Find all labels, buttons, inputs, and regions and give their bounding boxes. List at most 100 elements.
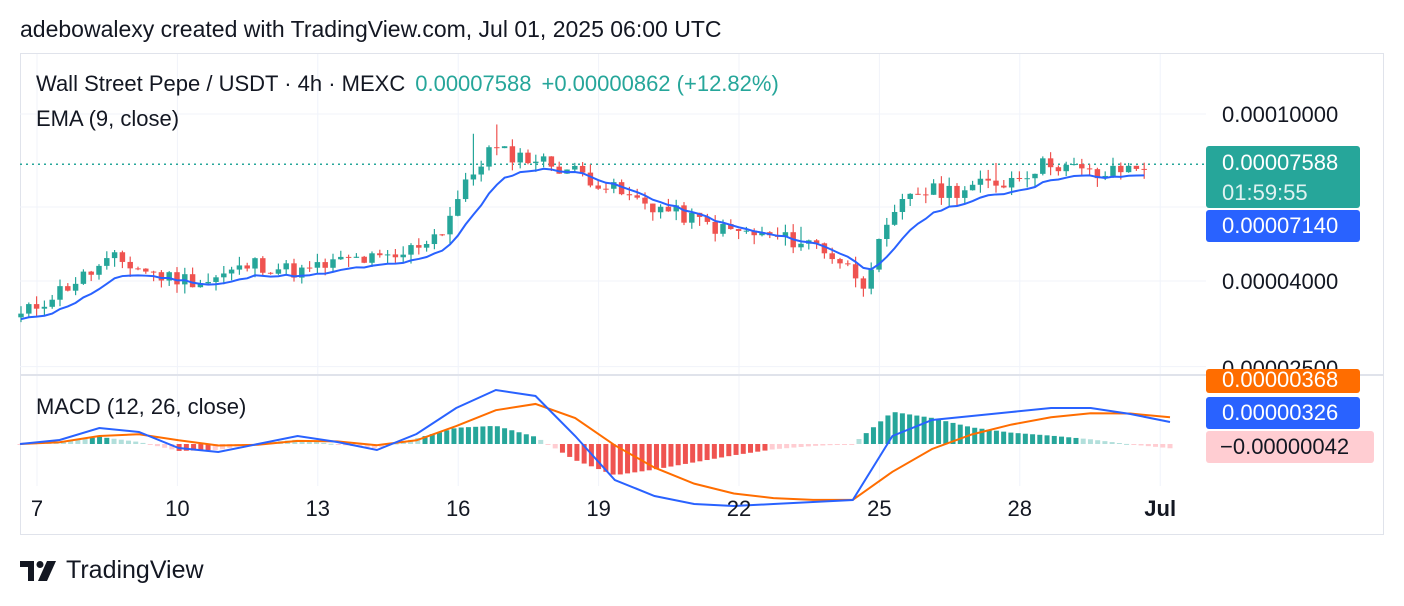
candle-body	[322, 262, 328, 268]
candle-body	[657, 206, 664, 213]
macd-hist-bar	[1008, 432, 1014, 444]
candle-body	[65, 286, 71, 291]
date-tick: Jul	[1144, 496, 1177, 521]
candle-body	[384, 254, 391, 256]
candle-body	[96, 265, 102, 275]
macd-hist-bar	[639, 444, 645, 472]
candle-body	[915, 193, 921, 195]
macd-hist-bar	[1073, 437, 1079, 444]
candle-body	[361, 256, 367, 263]
macd-hist-bar	[1051, 435, 1057, 444]
grid	[20, 54, 1384, 486]
candle-body	[267, 272, 274, 274]
candle-body	[275, 269, 282, 274]
candle-body	[447, 215, 453, 235]
candle-body	[1040, 158, 1046, 174]
candle-body	[400, 254, 406, 258]
macd-hist-bar	[1030, 434, 1036, 444]
date-tick: 7	[30, 496, 44, 521]
macd-hist-bar	[183, 444, 189, 451]
macd-hist-bar	[1109, 442, 1115, 444]
candle-body	[923, 194, 929, 196]
macd-hist-bar	[1124, 443, 1130, 445]
macd-hist-bar	[617, 444, 623, 475]
candle-body	[135, 268, 141, 270]
candle-body	[650, 203, 656, 213]
macd-hist-bar	[531, 436, 537, 444]
macd-hist-bar	[661, 444, 667, 468]
macd-hist-bar	[212, 444, 218, 450]
date-tick: 28	[1007, 496, 1033, 521]
macd-hist-bar	[682, 444, 688, 464]
candle-body	[26, 304, 32, 314]
footer-logo[interactable]: TradingView	[20, 556, 204, 585]
candle-body	[1071, 164, 1077, 166]
candle-body	[907, 193, 913, 199]
candle-body	[1125, 165, 1132, 173]
candle-body	[813, 240, 820, 244]
candle-body	[283, 263, 289, 270]
macd-pane	[17, 388, 1173, 508]
macd-hist-bar	[957, 424, 963, 444]
candle-body	[501, 146, 508, 149]
macd-hist-bar	[451, 428, 457, 444]
candle-body	[306, 267, 313, 269]
candle-body	[728, 224, 734, 230]
macd-hist-bar	[755, 444, 761, 452]
candle-body	[314, 262, 321, 268]
candle-body	[634, 195, 640, 198]
macd-hist-bar	[596, 444, 602, 470]
candle-body	[252, 258, 258, 269]
candle-body	[751, 230, 757, 236]
symbol-label: Wall Street Pepe / USDT · 4h · MEXC	[36, 71, 406, 96]
candle-body	[540, 156, 547, 162]
candle-body	[642, 197, 648, 204]
macd-hist-bar	[574, 444, 580, 461]
chart-caption: adebowalexy created with TradingView.com…	[20, 16, 722, 42]
macd-hist-bar	[972, 427, 978, 444]
candle-body	[111, 252, 118, 259]
candle-body	[236, 265, 243, 270]
candle-body	[1008, 177, 1015, 188]
macd-hist-bar	[834, 444, 840, 445]
macd-hist-bar	[502, 428, 508, 444]
macd-hist-bar	[1080, 438, 1086, 444]
candle-body	[1001, 185, 1007, 188]
macd-hist-bar	[791, 444, 797, 448]
candle-body	[673, 205, 679, 212]
ema-legend[interactable]: EMA (9, close)	[36, 106, 180, 131]
macd-hist-bar	[849, 444, 855, 445]
candle-body	[587, 172, 594, 186]
macd-hist-bar	[748, 444, 754, 453]
tradingview-logo-icon	[20, 560, 56, 581]
macd-hist-bar	[776, 444, 782, 449]
candle-body	[829, 253, 835, 260]
macd-hist-bar	[1102, 441, 1108, 444]
macd-hist-bar	[429, 434, 435, 444]
macd-legend[interactable]: MACD (12, 26, close)	[36, 394, 247, 419]
footer-brand: TradingView	[66, 556, 204, 584]
candle-body	[1055, 167, 1062, 172]
macd-hist-bar	[559, 444, 565, 453]
macd-hist-bar	[97, 436, 103, 444]
change-label: +0.00000862 (+12.82%)	[541, 71, 779, 96]
date-tick: 25	[867, 496, 892, 521]
macd-hist-bar	[306, 441, 312, 444]
candle-body	[735, 229, 742, 231]
macd-hist-bar	[899, 413, 905, 444]
macd-hist-bar	[1087, 439, 1093, 444]
macd-hist-bar	[1059, 436, 1065, 444]
macd-hist-bar	[314, 441, 320, 444]
candle-body	[962, 190, 968, 198]
macd-hist-bar	[943, 421, 949, 444]
candle-body	[330, 259, 336, 268]
macd-hist-bar	[1015, 433, 1021, 444]
macd-hist-bar	[1022, 433, 1028, 444]
candle-body	[509, 146, 516, 163]
macd-hist-bar	[393, 443, 399, 445]
macd-hist-bar	[646, 444, 652, 471]
candle-body	[143, 268, 149, 272]
candle-body	[1086, 168, 1093, 170]
macd-hist-bar	[328, 443, 334, 445]
